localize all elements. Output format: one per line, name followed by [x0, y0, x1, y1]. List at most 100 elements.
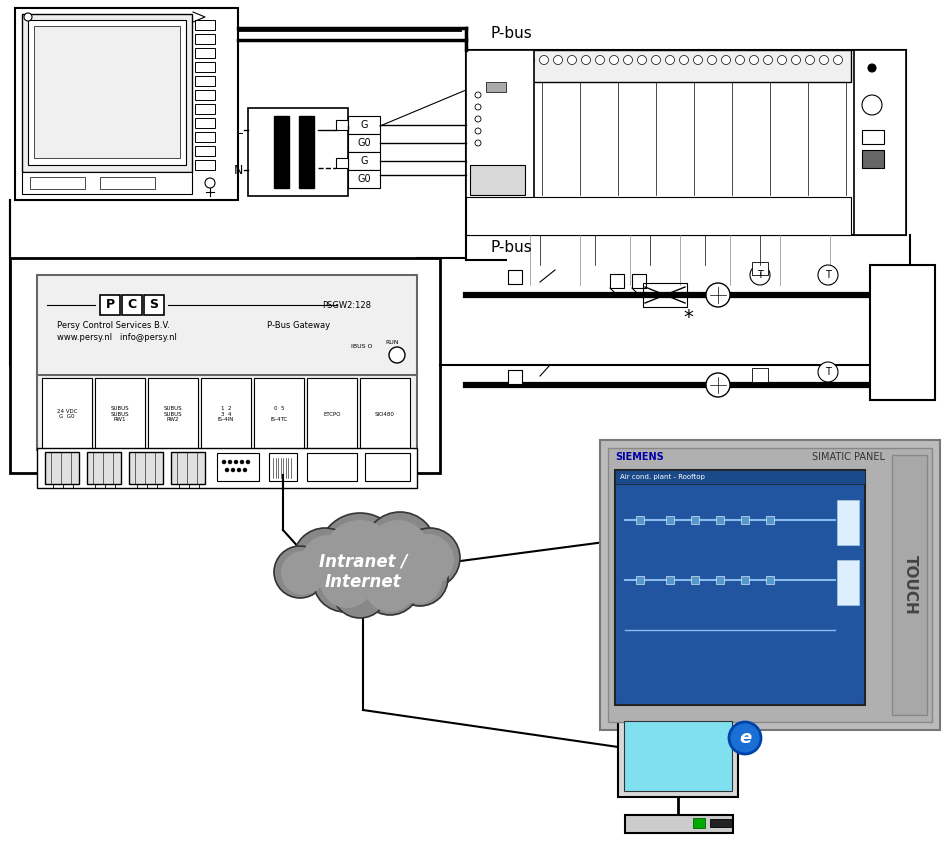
Circle shape [274, 457, 278, 462]
Circle shape [819, 217, 826, 224]
Bar [42, 378, 92, 471]
Bar [766, 516, 774, 524]
Circle shape [540, 56, 548, 64]
Text: C: C [127, 298, 137, 311]
Bar [195, 132, 215, 142]
Circle shape [367, 520, 429, 582]
Bar [632, 274, 646, 288]
Text: IBUS O: IBUS O [352, 345, 372, 349]
Circle shape [783, 217, 789, 224]
Circle shape [750, 265, 770, 285]
Bar [624, 721, 732, 791]
Circle shape [666, 56, 674, 64]
Circle shape [274, 546, 326, 598]
Circle shape [567, 56, 577, 64]
Text: L: L [236, 124, 243, 137]
Circle shape [758, 204, 766, 211]
Circle shape [519, 204, 525, 211]
Circle shape [402, 534, 454, 586]
Circle shape [530, 204, 538, 211]
Circle shape [777, 56, 787, 64]
Circle shape [687, 204, 694, 211]
Circle shape [525, 56, 535, 64]
Circle shape [566, 217, 574, 224]
Bar [862, 150, 884, 168]
Circle shape [706, 373, 730, 397]
Circle shape [156, 457, 161, 462]
Text: G0: G0 [357, 174, 370, 184]
Circle shape [103, 457, 107, 462]
Bar [195, 146, 215, 156]
Text: Air cond. plant - Rooftop: Air cond. plant - Rooftop [620, 474, 705, 480]
Circle shape [806, 56, 814, 64]
Circle shape [735, 56, 745, 64]
Bar [22, 172, 192, 194]
Circle shape [638, 204, 645, 211]
Bar [195, 104, 215, 114]
Bar [217, 453, 259, 481]
Text: *: * [683, 308, 693, 327]
Circle shape [475, 116, 481, 122]
Text: SUBUS
SUBUS
RW1: SUBUS SUBUS RW1 [111, 406, 129, 422]
Circle shape [747, 204, 753, 211]
Circle shape [506, 217, 514, 224]
Bar [608, 448, 932, 722]
Circle shape [706, 283, 730, 307]
Circle shape [364, 560, 416, 612]
Circle shape [652, 56, 660, 64]
Bar [618, 715, 738, 797]
Bar [716, 516, 724, 524]
Bar [254, 378, 304, 471]
Circle shape [820, 56, 828, 64]
Circle shape [234, 460, 238, 464]
Text: RUN: RUN [386, 341, 399, 346]
Circle shape [651, 217, 657, 224]
Bar [195, 118, 215, 128]
Circle shape [301, 535, 355, 589]
Circle shape [638, 217, 645, 224]
Circle shape [261, 457, 267, 462]
Circle shape [327, 457, 332, 462]
Bar [854, 50, 906, 235]
Bar [122, 295, 142, 315]
Bar [30, 177, 85, 189]
Circle shape [687, 217, 694, 224]
Bar [508, 270, 522, 284]
Text: T: T [825, 367, 831, 377]
Circle shape [542, 204, 549, 211]
Circle shape [615, 217, 621, 224]
Circle shape [542, 217, 549, 224]
Bar [837, 560, 859, 605]
Bar [348, 170, 380, 188]
Text: G0: G0 [357, 138, 370, 148]
Bar [348, 116, 380, 134]
Circle shape [495, 204, 502, 211]
Circle shape [794, 204, 802, 211]
Bar [691, 576, 699, 584]
Bar [892, 455, 927, 715]
Bar [466, 50, 906, 235]
Circle shape [602, 204, 610, 211]
Circle shape [237, 468, 241, 472]
Circle shape [470, 217, 478, 224]
Bar [129, 452, 163, 484]
Circle shape [830, 217, 838, 224]
Circle shape [674, 204, 681, 211]
Circle shape [205, 178, 215, 188]
Bar [636, 576, 644, 584]
Text: N: N [234, 163, 243, 176]
Circle shape [475, 140, 481, 146]
Circle shape [62, 457, 66, 462]
Bar [666, 516, 674, 524]
Text: P-bus: P-bus [490, 26, 532, 40]
Circle shape [495, 217, 502, 224]
Text: 0  5
 
IS-4TC: 0 5 IS-4TC [271, 406, 288, 422]
Circle shape [392, 550, 448, 606]
Circle shape [807, 204, 813, 211]
Circle shape [332, 562, 388, 618]
Circle shape [708, 56, 716, 64]
Circle shape [662, 217, 670, 224]
Text: www.persy.nl   info@persy.nl: www.persy.nl info@persy.nl [57, 333, 177, 341]
Circle shape [679, 56, 689, 64]
Bar [693, 818, 705, 828]
